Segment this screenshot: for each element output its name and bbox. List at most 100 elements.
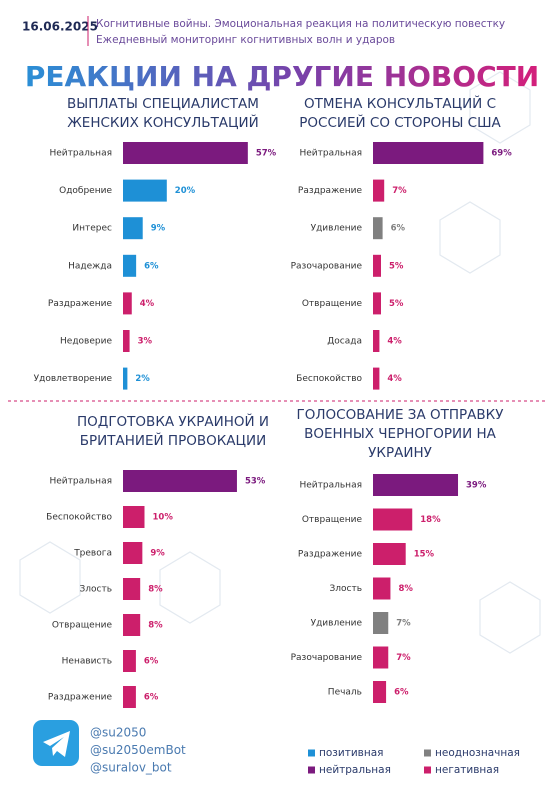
category-label: Нейтральная [50,149,113,159]
bar [373,646,389,669]
bar [373,543,406,565]
bar [373,681,387,703]
value-label: 4% [140,299,155,309]
bar [373,217,383,240]
value-label: 8% [398,584,413,594]
category-label: Удивление [311,619,363,629]
category-label: Отвращение [302,299,363,309]
category-label: Досада [327,337,362,347]
bar [373,330,380,352]
chart-title: РОССИЕЙ СО СТОРОНЫ США [299,113,501,131]
category-label: Удовлетворение [34,374,113,384]
category-label: Надежда [68,261,112,271]
value-label: 9% [150,549,165,559]
category-label: Нейтральная [50,477,113,487]
value-label: 53% [245,477,266,487]
category-label: Печаль [328,688,362,698]
bar [123,614,141,636]
value-label: 5% [389,299,404,309]
chart-title: ВОЕННЫХ ЧЕРНОГОРИИ НА [304,426,497,442]
category-label: Раздражение [48,693,113,703]
category-label: Раздражение [298,550,363,560]
chart-title: ВЫПЛАТЫ СПЕЦИАЛИСТАМ [67,96,259,112]
category-label: Тревога [73,549,112,559]
bar [373,179,385,202]
value-label: 7% [392,186,407,196]
category-label: Беспокойство [296,374,362,384]
value-label: 6% [394,688,409,698]
legend-swatch [308,766,315,774]
category-label: Одобрение [59,186,112,196]
category-label: Беспокойство [46,513,112,523]
category-label: Раздражение [48,299,113,309]
handle: @su2050emBot [90,743,186,757]
chart-title: ЖЕНСКИХ КОНСУЛЬТАЦИЙ [67,113,258,131]
bar [373,577,391,600]
value-label: 57% [256,149,277,159]
header-line: Когнитивные войны. Эмоциональная реакция… [96,18,505,30]
bar [373,254,381,277]
value-label: 39% [466,481,487,491]
value-label: 6% [391,224,406,234]
handle: @suralov_bot [90,761,172,775]
bar [373,508,413,531]
legend-label: позитивная [319,747,383,759]
bar [123,217,143,240]
chart-title: ГОЛОСОВАНИЕ ЗА ОТПРАВКУ [297,407,504,423]
category-label: Интерес [72,224,112,234]
bar [123,650,136,672]
value-label: 6% [144,657,159,667]
bar [123,254,137,277]
legend-swatch [308,749,315,757]
legend-label: негативная [435,764,499,776]
legend-swatch [424,766,431,774]
value-label: 6% [144,693,159,703]
value-label: 69% [491,149,512,159]
value-label: 7% [396,653,411,663]
value-label: 8% [148,585,163,595]
page-title: РЕАКЦИИ НА ДРУГИЕ НОВОСТИ [25,60,539,93]
bar [123,142,248,164]
legend-label: нейтральная [319,764,391,776]
bar [373,474,459,496]
bar [123,330,130,352]
chart-title: ОТМЕНА КОНСУЛЬТАЦИЙ С [304,94,496,112]
legend-swatch [424,749,431,757]
value-label: 5% [389,261,404,271]
value-label: 10% [153,513,174,523]
bar [123,470,237,492]
chart-title: УКРАИНУ [368,445,432,461]
date: 16.06.2025 [22,20,98,34]
value-label: 9% [151,224,166,234]
chart-title: ПОДГОТОВКА УКРАИНОЙ И [77,412,269,430]
value-label: 18% [420,515,441,525]
telegram-plane [43,731,70,757]
header-line: Ежедневный мониторинг когнитивных волн и… [96,34,395,46]
value-label: 7% [396,619,411,629]
category-label: Нейтральная [300,149,363,159]
bar [373,367,380,390]
category-label: Отвращение [52,621,113,631]
chart-title: БРИТАНИЕЙ ПРОВОКАЦИИ [80,431,266,449]
value-label: 6% [144,261,159,271]
handle: @su2050 [90,726,146,740]
category-label: Разочарование [291,653,363,663]
value-label: 8% [148,621,163,631]
bar [373,142,484,164]
category-label: Отвращение [302,515,363,525]
value-label: 20% [175,186,196,196]
bar [123,506,145,528]
bar [123,179,167,202]
bar [373,612,389,634]
bar [373,292,381,315]
legend-label: неоднозначная [435,747,520,759]
value-label: 4% [387,374,402,384]
category-label: Злость [329,584,362,594]
category-label: Разочарование [291,261,363,271]
category-label: Ненависть [62,657,112,667]
value-label: 15% [414,550,435,560]
bar [123,367,128,390]
bar [123,578,141,600]
category-label: Недоверие [60,337,112,347]
